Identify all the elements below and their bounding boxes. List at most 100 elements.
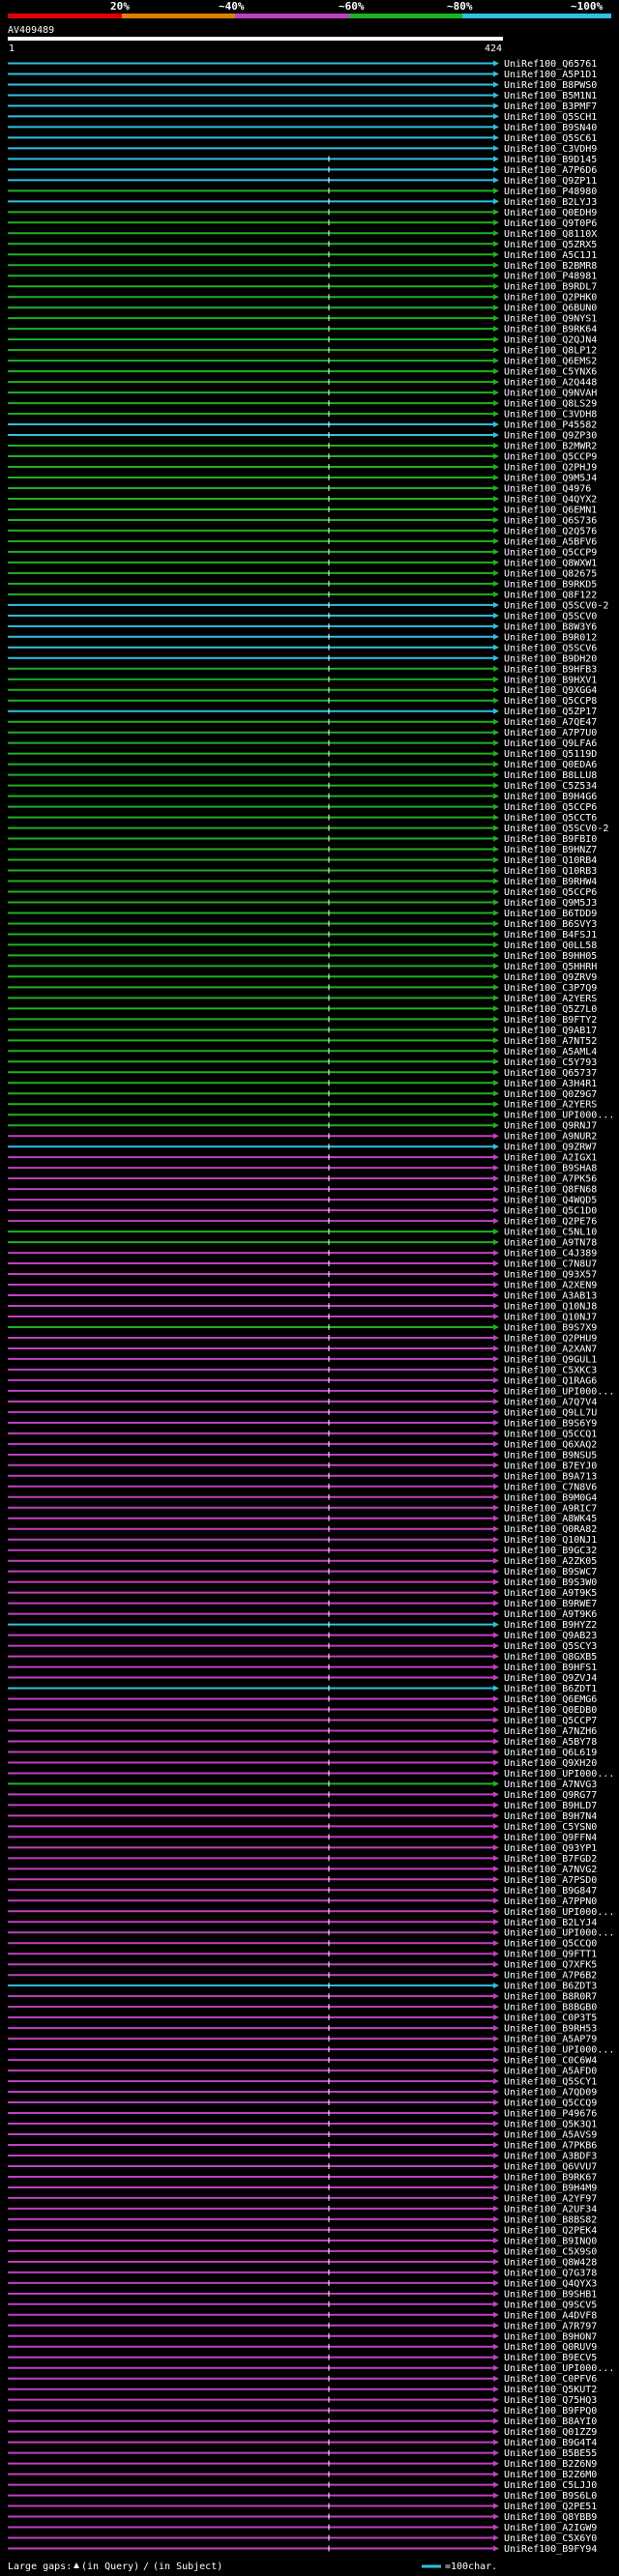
hit-label[interactable]: UniRef100_Q9ZRV9 xyxy=(504,972,597,983)
hit-label[interactable]: UniRef100_Q65761 xyxy=(504,59,597,70)
hit-label[interactable]: UniRef100_B9HYZ2 xyxy=(504,1620,597,1631)
hit-label[interactable]: UniRef100_Q4QYX2 xyxy=(504,494,597,505)
hit-label[interactable]: UniRef100_B2LYJ3 xyxy=(504,197,597,208)
hit-label[interactable]: UniRef100_A7PKB6 xyxy=(504,2140,597,2151)
hit-label[interactable]: UniRef100_Q0Z9G7 xyxy=(504,1089,597,1100)
hit-label[interactable]: UniRef100_Q9AB23 xyxy=(504,1631,597,1641)
hit-label[interactable]: UniRef100_B9FY94 xyxy=(504,2544,597,2555)
hit-label[interactable]: UniRef100_C5X6Y0 xyxy=(504,2533,597,2544)
hit-label[interactable]: UniRef100_Q5SCV0-2 xyxy=(504,600,608,611)
hit-label[interactable]: UniRef100_Q4WQD5 xyxy=(504,1196,597,1206)
hit-label[interactable]: UniRef100_A7P6B2 xyxy=(504,1971,597,1982)
hit-label[interactable]: UniRef100_B2LYJ4 xyxy=(504,1918,597,1928)
hit-label[interactable]: UniRef100_Q8110X xyxy=(504,229,597,240)
hit-label[interactable]: UniRef100_A9T9K6 xyxy=(504,1609,597,1620)
hit-label[interactable]: UniRef100_B9A713 xyxy=(504,1471,597,1482)
hit-label[interactable]: UniRef100_B9RK67 xyxy=(504,2172,597,2183)
hit-label[interactable]: UniRef100_B6ZDT3 xyxy=(504,1982,597,1992)
hit-label[interactable]: UniRef100_Q8FN68 xyxy=(504,1185,597,1196)
hit-label[interactable]: UniRef100_Q65737 xyxy=(504,1068,597,1079)
hit-label[interactable]: UniRef100_Q5SCV0-2 xyxy=(504,824,608,834)
hit-label[interactable]: UniRef100_Q6L619 xyxy=(504,1748,597,1758)
hit-label[interactable]: UniRef100_A7NVG3 xyxy=(504,1780,597,1790)
hit-label[interactable]: UniRef100_B9RDL7 xyxy=(504,282,597,293)
hit-label[interactable]: UniRef100_Q10NJ1 xyxy=(504,1535,597,1546)
hit-label[interactable]: UniRef100_Q9GUL1 xyxy=(504,1354,597,1365)
hit-label[interactable]: UniRef100_B8W3Y6 xyxy=(504,622,597,632)
hit-label[interactable]: UniRef100_Q5119D xyxy=(504,749,597,760)
hit-label[interactable]: UniRef100_C5LJJ0 xyxy=(504,2480,597,2491)
hit-label[interactable]: UniRef100_B6TDD9 xyxy=(504,909,597,919)
hit-label[interactable]: UniRef100_UPI000... xyxy=(504,1386,614,1397)
hit-label[interactable]: UniRef100_Q5K3Q1 xyxy=(504,2120,597,2130)
hit-label[interactable]: UniRef100_Q2PHU9 xyxy=(504,1333,597,1344)
hit-label[interactable]: UniRef100_A5AP79 xyxy=(504,2035,597,2045)
hit-label[interactable]: UniRef100_Q9ZP30 xyxy=(504,431,597,442)
hit-label[interactable]: UniRef100_Q9XH20 xyxy=(504,1758,597,1769)
hit-label[interactable]: UniRef100_UPI000... xyxy=(504,2045,614,2056)
hit-label[interactable]: UniRef100_Q9ZRW7 xyxy=(504,1143,597,1153)
hit-label[interactable]: UniRef100_B9S7X9 xyxy=(504,1322,597,1333)
hit-label[interactable]: UniRef100_B8PWS0 xyxy=(504,80,597,91)
hit-label[interactable]: UniRef100_B8LLU8 xyxy=(504,770,597,781)
hit-label[interactable]: UniRef100_A5AVS9 xyxy=(504,2130,597,2141)
hit-label[interactable]: UniRef100_Q5SCY3 xyxy=(504,1641,597,1652)
hit-label[interactable]: UniRef100_B9GC32 xyxy=(504,1546,597,1556)
hit-label[interactable]: UniRef100_Q9NYS1 xyxy=(504,314,597,325)
hit-label[interactable]: UniRef100_A5P1D1 xyxy=(504,70,597,80)
hit-label[interactable]: UniRef100_B7FGD2 xyxy=(504,1854,597,1865)
hit-label[interactable]: UniRef100_A9T9K5 xyxy=(504,1588,597,1599)
hit-label[interactable]: UniRef100_Q9FTT1 xyxy=(504,1950,597,1960)
hit-label[interactable]: UniRef100_B2Z6M0 xyxy=(504,2470,597,2480)
hit-label[interactable]: UniRef100_C5Y793 xyxy=(504,1057,597,1068)
hit-label[interactable]: UniRef100_A5BY78 xyxy=(504,1737,597,1748)
hit-label[interactable]: UniRef100_C3P7Q9 xyxy=(504,983,597,994)
hit-label[interactable]: UniRef100_A5C1J1 xyxy=(504,250,597,261)
hit-label[interactable]: UniRef100_B9HNZ7 xyxy=(504,845,597,855)
hit-label[interactable]: UniRef100_Q5CCP6 xyxy=(504,887,597,898)
hit-label[interactable]: UniRef100_A7NVG2 xyxy=(504,1865,597,1875)
hit-label[interactable]: UniRef100_Q5SCV6 xyxy=(504,643,597,653)
hit-label[interactable]: UniRef100_Q9ZP11 xyxy=(504,176,597,187)
hit-label[interactable]: UniRef100_UPI000... xyxy=(504,1907,614,1918)
hit-label[interactable]: UniRef100_C5NL10 xyxy=(504,1228,597,1238)
hit-label[interactable]: UniRef100_A9NUR2 xyxy=(504,1132,597,1143)
hit-label[interactable]: UniRef100_B9D145 xyxy=(504,155,597,165)
hit-label[interactable]: UniRef100_Q1RAG6 xyxy=(504,1375,597,1386)
hit-label[interactable]: UniRef100_Q7G378 xyxy=(504,2268,597,2278)
hit-label[interactable]: UniRef100_A2ZK05 xyxy=(504,1556,597,1567)
hit-label[interactable]: UniRef100_P49676 xyxy=(504,2109,597,2120)
hit-label[interactable]: UniRef100_B9SWC7 xyxy=(504,1567,597,1577)
hit-label[interactable]: UniRef100_A7Q7V4 xyxy=(504,1397,597,1407)
hit-label[interactable]: UniRef100_B4FSJ1 xyxy=(504,930,597,941)
hit-label[interactable]: UniRef100_B9RHW4 xyxy=(504,877,597,887)
hit-label[interactable]: UniRef100_Q9M5J4 xyxy=(504,473,597,483)
hit-label[interactable]: UniRef100_Q6VVU7 xyxy=(504,2161,597,2172)
hit-label[interactable]: UniRef100_A7P6D6 xyxy=(504,165,597,176)
hit-label[interactable]: UniRef100_B9SHB1 xyxy=(504,2289,597,2300)
hit-label[interactable]: UniRef100_Q0EDA6 xyxy=(504,760,597,770)
hit-label[interactable]: UniRef100_Q5HHRH xyxy=(504,962,597,972)
hit-label[interactable]: UniRef100_A7QD09 xyxy=(504,2088,597,2098)
hit-label[interactable]: UniRef100_A3BDF3 xyxy=(504,2151,597,2161)
hit-label[interactable]: UniRef100_Q5CCQ9 xyxy=(504,2098,597,2109)
hit-label[interactable]: UniRef100_C7N8U7 xyxy=(504,1259,597,1270)
hit-label[interactable]: UniRef100_A7QE47 xyxy=(504,717,597,728)
hit-label[interactable]: UniRef100_B9M0G4 xyxy=(504,1492,597,1503)
hit-label[interactable]: UniRef100_Q8GXB5 xyxy=(504,1652,597,1663)
hit-label[interactable]: UniRef100_Q9RG77 xyxy=(504,1790,597,1801)
hit-label[interactable]: UniRef100_Q5SCV0 xyxy=(504,611,597,622)
hit-label[interactable]: UniRef100_B9G4T4 xyxy=(504,2438,597,2448)
hit-label[interactable]: UniRef100_B9HFB3 xyxy=(504,664,597,675)
hit-label[interactable]: UniRef100_B8R0R7 xyxy=(504,1992,597,2003)
hit-label[interactable]: UniRef100_Q5C1D0 xyxy=(504,1206,597,1217)
hit-label[interactable]: UniRef100_A7P7U0 xyxy=(504,728,597,738)
hit-label[interactable]: UniRef100_C0P3T5 xyxy=(504,2013,597,2024)
hit-label[interactable]: UniRef100_Q6BUN0 xyxy=(504,304,597,314)
hit-label[interactable]: UniRef100_Q8LP12 xyxy=(504,346,597,357)
hit-label[interactable]: UniRef100_Q4QYX3 xyxy=(504,2278,597,2289)
hit-label[interactable]: UniRef100_B9FTY2 xyxy=(504,1015,597,1026)
hit-label[interactable]: UniRef100_Q2PE51 xyxy=(504,2502,597,2512)
hit-label[interactable]: UniRef100_A5AFD0 xyxy=(504,2067,597,2077)
hit-label[interactable]: UniRef100_Q75HQ3 xyxy=(504,2395,597,2406)
